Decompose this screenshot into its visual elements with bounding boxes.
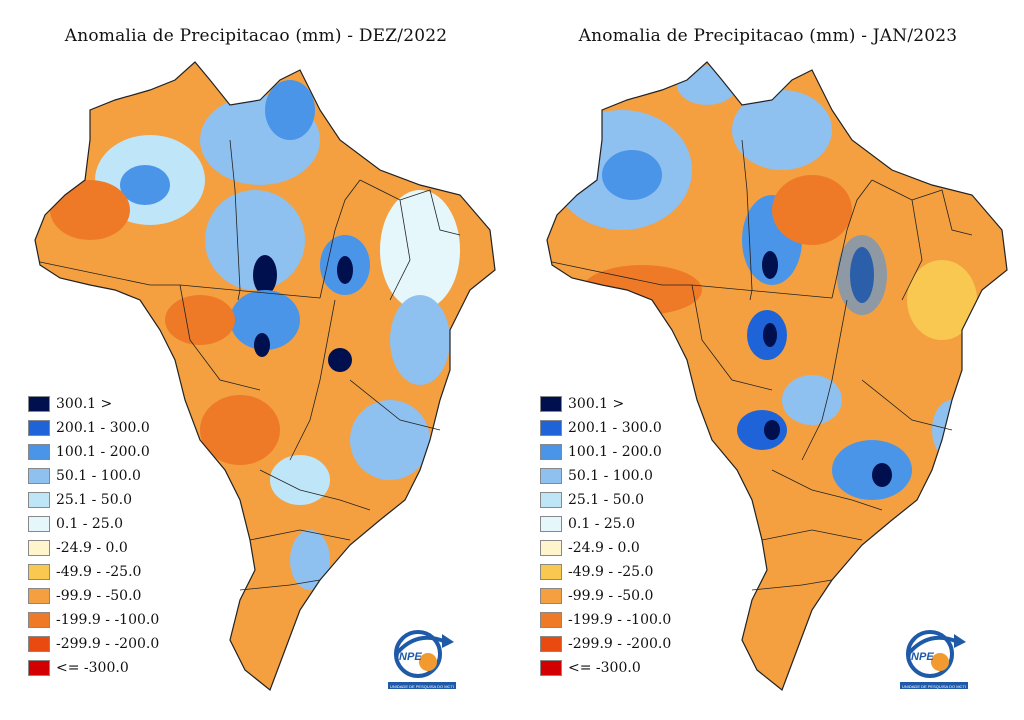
legend-swatch (28, 588, 50, 604)
legend-swatch (540, 516, 562, 532)
legend-swatch (28, 660, 50, 676)
legend-swatch (28, 612, 50, 628)
legend-swatch (28, 636, 50, 652)
legend-label: 200.1 - 300.0 (56, 420, 150, 436)
legend-label: <= -300.0 (568, 660, 641, 676)
legend-label: 25.1 - 50.0 (56, 492, 132, 508)
legend-label: 300.1 > (56, 396, 113, 412)
legend-label: 50.1 - 100.0 (568, 468, 653, 484)
legend-item: -24.9 - 0.0 (28, 536, 159, 560)
inpe-logo: INPE UNIDADE DE PESQUISA DO MCTI (388, 630, 456, 689)
legend-swatch (540, 492, 562, 508)
legend-label: 50.1 - 100.0 (56, 468, 141, 484)
legend-label: 300.1 > (568, 396, 625, 412)
country-border (34, 61, 496, 691)
anomaly-field (552, 65, 977, 670)
legend-item: -99.9 - -50.0 (28, 584, 159, 608)
legend-swatch (28, 396, 50, 412)
legend-label: -199.9 - -100.0 (56, 612, 160, 628)
legend-swatch (540, 636, 562, 652)
anomaly-field (50, 80, 460, 665)
legend-item: -299.9 - -200.0 (540, 632, 671, 656)
legend-swatch (540, 564, 562, 580)
legend-item: 50.1 - 100.0 (540, 464, 671, 488)
legend-item: 0.1 - 25.0 (540, 512, 671, 536)
legend-label: -299.9 - -200.0 (56, 636, 160, 652)
legend: 300.1 > 200.1 - 300.0 100.1 - 200.0 50.1… (28, 392, 159, 680)
legend-item: 100.1 - 200.0 (540, 440, 671, 464)
legend-item: -199.9 - -100.0 (28, 608, 159, 632)
legend-label: 100.1 - 200.0 (568, 444, 662, 460)
legend-label: -99.9 - -50.0 (56, 588, 142, 604)
legend-label: 0.1 - 25.0 (56, 516, 124, 532)
logo-wordmark: INPE (908, 651, 934, 663)
legend-label: -24.9 - 0.0 (56, 540, 128, 556)
state-borders (39, 139, 461, 591)
legend-label: 100.1 - 200.0 (56, 444, 150, 460)
legend-item: 300.1 > (28, 392, 159, 416)
legend-swatch (28, 468, 50, 484)
legend-item: 200.1 - 300.0 (28, 416, 159, 440)
legend-item: -199.9 - -100.0 (540, 608, 671, 632)
legend-item: 0.1 - 25.0 (28, 512, 159, 536)
legend-swatch (28, 492, 50, 508)
legend-label: 25.1 - 50.0 (568, 492, 644, 508)
legend-item: 100.1 - 200.0 (28, 440, 159, 464)
legend-item: -24.9 - 0.0 (540, 536, 671, 560)
legend-item: -299.9 - -200.0 (28, 632, 159, 656)
inpe-logo: INPE UNIDADE DE PESQUISA DO MCTI (900, 630, 968, 689)
legend-label: -24.9 - 0.0 (568, 540, 640, 556)
legend-label: <= -300.0 (56, 660, 129, 676)
logo-wordmark: INPE (396, 651, 422, 663)
legend-swatch (28, 516, 50, 532)
logo-caption: UNIDADE DE PESQUISA DO MCTI (390, 684, 454, 689)
legend-swatch (28, 420, 50, 436)
map-panel-dez-2022: Anomalia de Precipitacao (mm) - DEZ/2022 (28, 26, 496, 691)
country-border (546, 61, 1008, 691)
legend-label: -49.9 - -25.0 (568, 564, 654, 580)
legend-item: 25.1 - 50.0 (540, 488, 671, 512)
legend-item: 25.1 - 50.0 (28, 488, 159, 512)
legend-item: <= -300.0 (28, 656, 159, 680)
legend-item: 300.1 > (540, 392, 671, 416)
legend-swatch (540, 612, 562, 628)
legend-item: 200.1 - 300.0 (540, 416, 671, 440)
legend-swatch (28, 564, 50, 580)
legend-label: -99.9 - -50.0 (568, 588, 654, 604)
legend-swatch (540, 420, 562, 436)
legend-swatch (540, 660, 562, 676)
legend-item: -49.9 - -25.0 (540, 560, 671, 584)
precipitation-anomaly-map (34, 61, 496, 691)
legend-swatch (540, 540, 562, 556)
legend-item: <= -300.0 (540, 656, 671, 680)
legend-label: 200.1 - 300.0 (568, 420, 662, 436)
legend-swatch (28, 540, 50, 556)
legend-swatch (540, 468, 562, 484)
legend-swatch (28, 444, 50, 460)
legend-label: 0.1 - 25.0 (568, 516, 636, 532)
legend: 300.1 > 200.1 - 300.0 100.1 - 200.0 50.1… (540, 392, 671, 680)
legend-label: -49.9 - -25.0 (56, 564, 142, 580)
legend-swatch (540, 396, 562, 412)
map-panel-jan-2023: Anomalia de Precipitacao (mm) - JAN/2023 (512, 0, 1024, 720)
legend-label: -299.9 - -200.0 (568, 636, 672, 652)
legend-item: -99.9 - -50.0 (540, 584, 671, 608)
precipitation-anomaly-map (546, 61, 1008, 691)
map-title: Anomalia de Precipitacao (mm) - DEZ/2022 (64, 26, 448, 46)
map-title: Anomalia de Precipitacao (mm) - JAN/2023 (578, 26, 958, 46)
logo-caption: UNIDADE DE PESQUISA DO MCTI (902, 684, 966, 689)
legend-item: -49.9 - -25.0 (28, 560, 159, 584)
legend-label: -199.9 - -100.0 (568, 612, 672, 628)
state-borders (551, 139, 973, 591)
legend-item: 50.1 - 100.0 (28, 464, 159, 488)
legend-swatch (540, 444, 562, 460)
legend-swatch (540, 588, 562, 604)
